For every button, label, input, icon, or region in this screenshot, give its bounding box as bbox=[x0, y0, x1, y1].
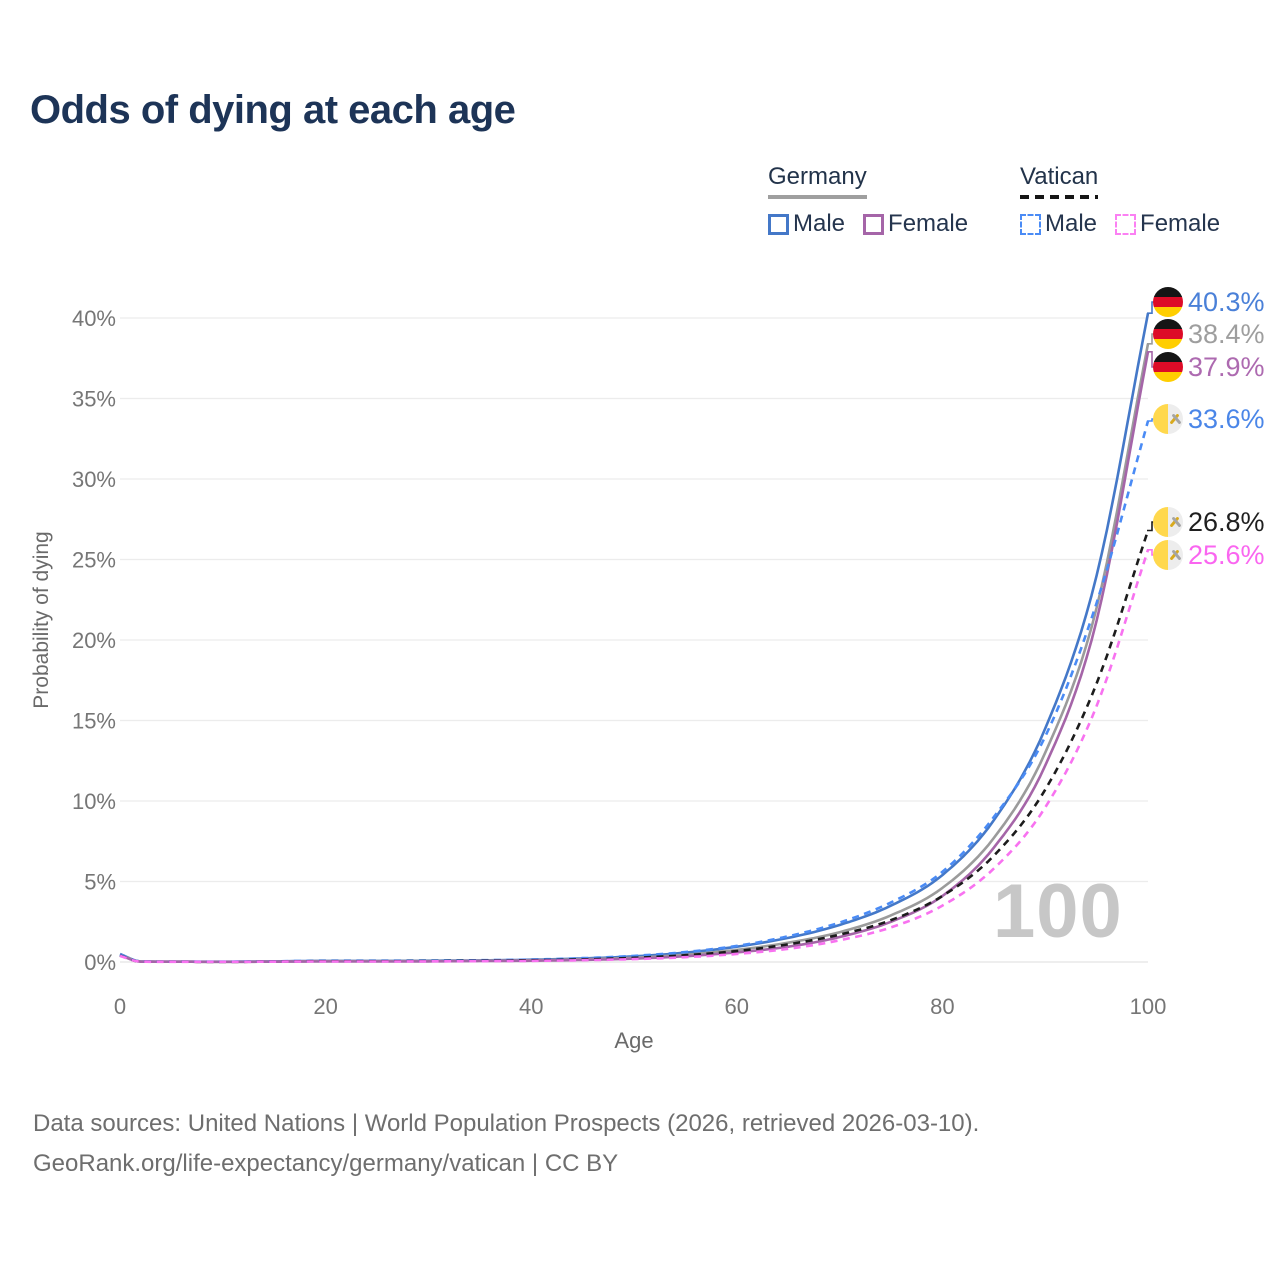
end-label-vatican-male: 33.6% bbox=[1153, 403, 1265, 435]
y-tick-label: 10% bbox=[72, 789, 116, 814]
legend-label-germany-female: Female bbox=[888, 210, 969, 237]
legend-vatican-line-swatch bbox=[1020, 195, 1099, 199]
legend-swatch-vatican-male bbox=[1020, 213, 1041, 235]
y-tick-label: 35% bbox=[72, 387, 116, 412]
germany-flag-icon bbox=[1153, 352, 1183, 382]
x-tick-label: 60 bbox=[725, 994, 749, 1019]
footer-sources: Data sources: United Nations | World Pop… bbox=[33, 1110, 980, 1137]
legend-germany-header: Germany bbox=[768, 163, 867, 199]
x-tick-label: 20 bbox=[313, 994, 337, 1019]
y-tick-label: 15% bbox=[72, 709, 116, 734]
y-tick-label: 20% bbox=[72, 628, 116, 653]
series-line-vatican-both bbox=[119, 530, 1150, 964]
y-tick-label: 30% bbox=[72, 467, 116, 492]
germany-flag-icon bbox=[1153, 319, 1183, 349]
legend-item-germany-male: Male bbox=[768, 210, 845, 238]
legend-label-vatican-male: Male bbox=[1045, 210, 1098, 237]
legend-group-germany: Germany Male Female bbox=[768, 163, 986, 238]
legend-vatican-header: Vatican bbox=[1020, 163, 1099, 199]
end-label-vatican-female: 25.6% bbox=[1153, 539, 1265, 571]
legend-germany-items: Male Female bbox=[768, 210, 986, 238]
y-tick-label: 0% bbox=[84, 950, 116, 975]
end-label-value: 25.6% bbox=[1188, 539, 1265, 570]
page-title: Odds of dying at each age bbox=[30, 88, 516, 132]
legend-label-vatican-female: Female bbox=[1140, 210, 1221, 237]
end-label-germany-both: 38.4% bbox=[1153, 318, 1265, 350]
legend-item-vatican-male: Male bbox=[1020, 210, 1097, 238]
legend-germany-line-swatch bbox=[768, 195, 867, 199]
legend-swatch-vatican-female bbox=[1115, 213, 1137, 235]
end-label-value: 37.9% bbox=[1188, 351, 1265, 382]
legend-item-germany-female: Female bbox=[863, 210, 968, 238]
footer-attribution: GeoRank.org/life-expectancy/germany/vati… bbox=[33, 1150, 619, 1177]
end-label-germany-male: 40.3% bbox=[1153, 286, 1265, 318]
end-label-vatican-both: 26.8% bbox=[1153, 506, 1265, 538]
germany-flag-icon bbox=[1153, 287, 1183, 317]
x-tick-label: 100 bbox=[1130, 994, 1167, 1019]
series-line-vatican-female bbox=[119, 549, 1150, 964]
legend-vatican-title: Vatican bbox=[1020, 163, 1099, 190]
x-axis-title: Age bbox=[614, 1028, 654, 1053]
y-tick-label: 25% bbox=[72, 548, 116, 573]
legend-group-vatican: Vatican Male Female bbox=[1020, 163, 1238, 238]
age-watermark: 100 bbox=[993, 869, 1123, 954]
end-label-value: 38.4% bbox=[1188, 318, 1265, 349]
series-line-vatican-male bbox=[119, 420, 1150, 963]
x-tick-label: 80 bbox=[930, 994, 954, 1019]
legend-swatch-germany-female bbox=[863, 213, 885, 235]
vatican-flag-icon bbox=[1153, 540, 1183, 570]
y-tick-label: 40% bbox=[72, 306, 116, 331]
legend-swatch-germany-male bbox=[768, 213, 789, 235]
legend-item-vatican-female: Female bbox=[1115, 210, 1220, 238]
x-tick-label: 0 bbox=[114, 994, 126, 1019]
y-tick-label: 5% bbox=[84, 870, 116, 895]
vatican-flag-icon bbox=[1153, 507, 1183, 537]
end-label-value: 26.8% bbox=[1188, 506, 1265, 537]
series-line-germany-male bbox=[119, 312, 1150, 963]
end-label-germany-female: 37.9% bbox=[1153, 351, 1265, 383]
legend-germany-title: Germany bbox=[768, 163, 867, 190]
legend-label-germany-male: Male bbox=[793, 210, 846, 237]
vatican-flag-icon bbox=[1153, 404, 1183, 434]
x-tick-label: 40 bbox=[519, 994, 543, 1019]
end-label-value: 33.6% bbox=[1188, 403, 1265, 434]
legend-vatican-items: Male Female bbox=[1020, 210, 1238, 238]
end-label-value: 40.3% bbox=[1188, 286, 1265, 317]
